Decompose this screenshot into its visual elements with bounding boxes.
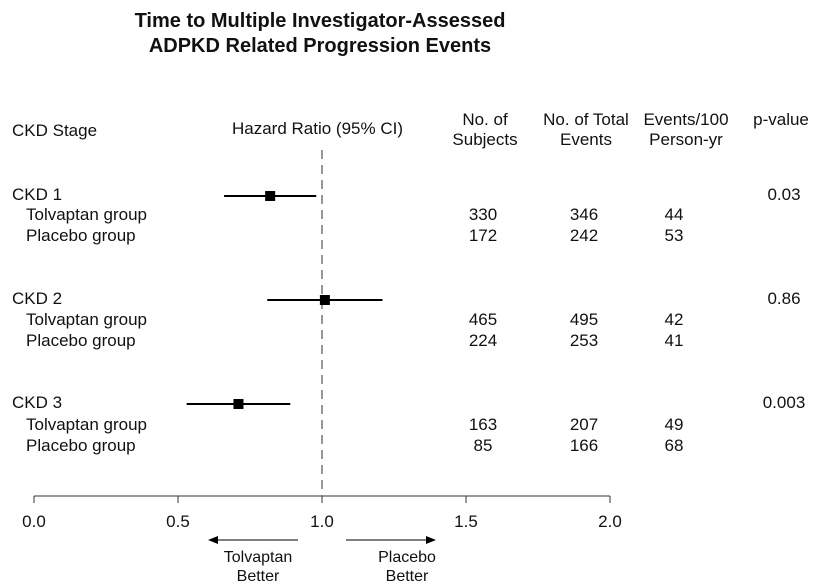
events-ckd3-tolvaptan: 207 [569,415,599,434]
chart-title-line-2: ADPKD Related Progression Events [148,35,492,57]
p-value-ckd-2: 0.86 [767,289,801,308]
x-tick-label-4: 2.0 [598,512,622,531]
x-tick-label-1: 0.5 [166,512,190,531]
stage-label-ckd-3: CKD 3 [12,393,63,412]
subjects-ckd1-tolvaptan: 330 [468,205,498,224]
p-value-ckd-3: 0.003 [762,393,806,412]
hr-marker-ckd-3 [233,399,244,409]
header-events-line-1: No. of Total [543,110,629,129]
events-ckd3-placebo: 166 [569,436,599,455]
p-value-ckd-1: 0.03 [767,185,801,204]
header-rate-line-2: Person-yr [649,130,723,149]
row-label-ckd2-placebo: Placebo group [26,331,136,350]
x-tick-label-2: 1.0 [310,512,334,531]
row-label-ckd1-placebo: Placebo group [26,226,136,245]
x-tick-label-0: 0.0 [22,512,46,531]
header-rate-line-1: Events/100 [643,110,729,129]
header-events-line-2: Events [560,130,612,149]
events-ckd1-tolvaptan: 346 [569,205,599,224]
subjects-ckd3-placebo: 85 [473,436,493,455]
rate-ckd1-placebo: 53 [664,226,684,245]
subjects-ckd2-placebo: 224 [468,331,498,350]
row-label-ckd3-placebo: Placebo group [26,436,136,455]
chart-title-line-1: Time to Multiple Investigator-Assessed [134,10,506,32]
header-p-value: p-value [753,110,809,129]
annotation-placebo-better: Better [385,568,429,585]
rate-ckd2-tolvaptan: 42 [664,310,684,329]
annotation-placebo: Placebo [378,549,436,566]
header-subjects-line-2: Subjects [452,130,518,149]
events-ckd2-placebo: 253 [569,331,599,350]
subjects-ckd1-placebo: 172 [468,226,498,245]
arrow-left-head [208,536,218,544]
events-ckd1-placebo: 242 [569,226,599,245]
rate-ckd3-tolvaptan: 49 [664,415,684,434]
rate-ckd3-placebo: 68 [664,436,684,455]
stage-label-ckd-1: CKD 1 [12,185,63,204]
events-ckd2-tolvaptan: 495 [569,310,599,329]
subjects-ckd2-tolvaptan: 465 [468,310,498,329]
row-label-ckd2-tolvaptan: Tolvaptan group [26,310,147,329]
header-subjects-line-1: No. of [462,110,508,129]
hr-marker-ckd-2 [319,295,330,305]
subjects-ckd3-tolvaptan: 163 [468,415,498,434]
rate-ckd1-tolvaptan: 44 [664,205,684,224]
row-label-ckd3-tolvaptan: Tolvaptan group [26,415,147,434]
rate-ckd2-placebo: 41 [664,331,684,350]
x-tick-label-3: 1.5 [454,512,478,531]
annotation-tolvaptan-better: Better [236,568,280,585]
row-label-ckd1-tolvaptan: Tolvaptan group [26,205,147,224]
stage-label-ckd-2: CKD 2 [12,289,63,308]
annotation-tolvaptan: Tolvaptan [223,549,293,566]
arrow-right-head [426,536,436,544]
header-hazard-ratio: Hazard Ratio (95% CI) [232,119,404,138]
hr-marker-ckd-1 [265,191,276,201]
header-ckd-stage: CKD Stage [12,121,98,140]
